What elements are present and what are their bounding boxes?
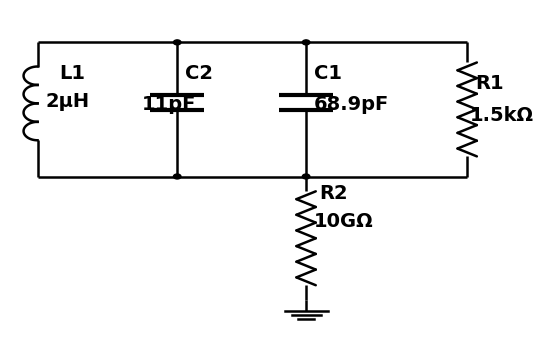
Text: 11pF: 11pF — [142, 95, 197, 114]
Text: C1: C1 — [314, 64, 342, 83]
Circle shape — [302, 174, 310, 179]
Text: 68.9pF: 68.9pF — [314, 95, 389, 114]
Text: 10GΩ: 10GΩ — [314, 212, 374, 231]
Text: 2μH: 2μH — [46, 92, 90, 111]
Text: C2: C2 — [185, 64, 213, 83]
Circle shape — [173, 40, 181, 45]
Text: 1.5kΩ: 1.5kΩ — [470, 106, 534, 125]
Text: R2: R2 — [320, 184, 348, 203]
Text: L1: L1 — [59, 64, 85, 83]
Circle shape — [173, 174, 181, 179]
Text: R1: R1 — [475, 74, 504, 93]
Circle shape — [302, 40, 310, 45]
